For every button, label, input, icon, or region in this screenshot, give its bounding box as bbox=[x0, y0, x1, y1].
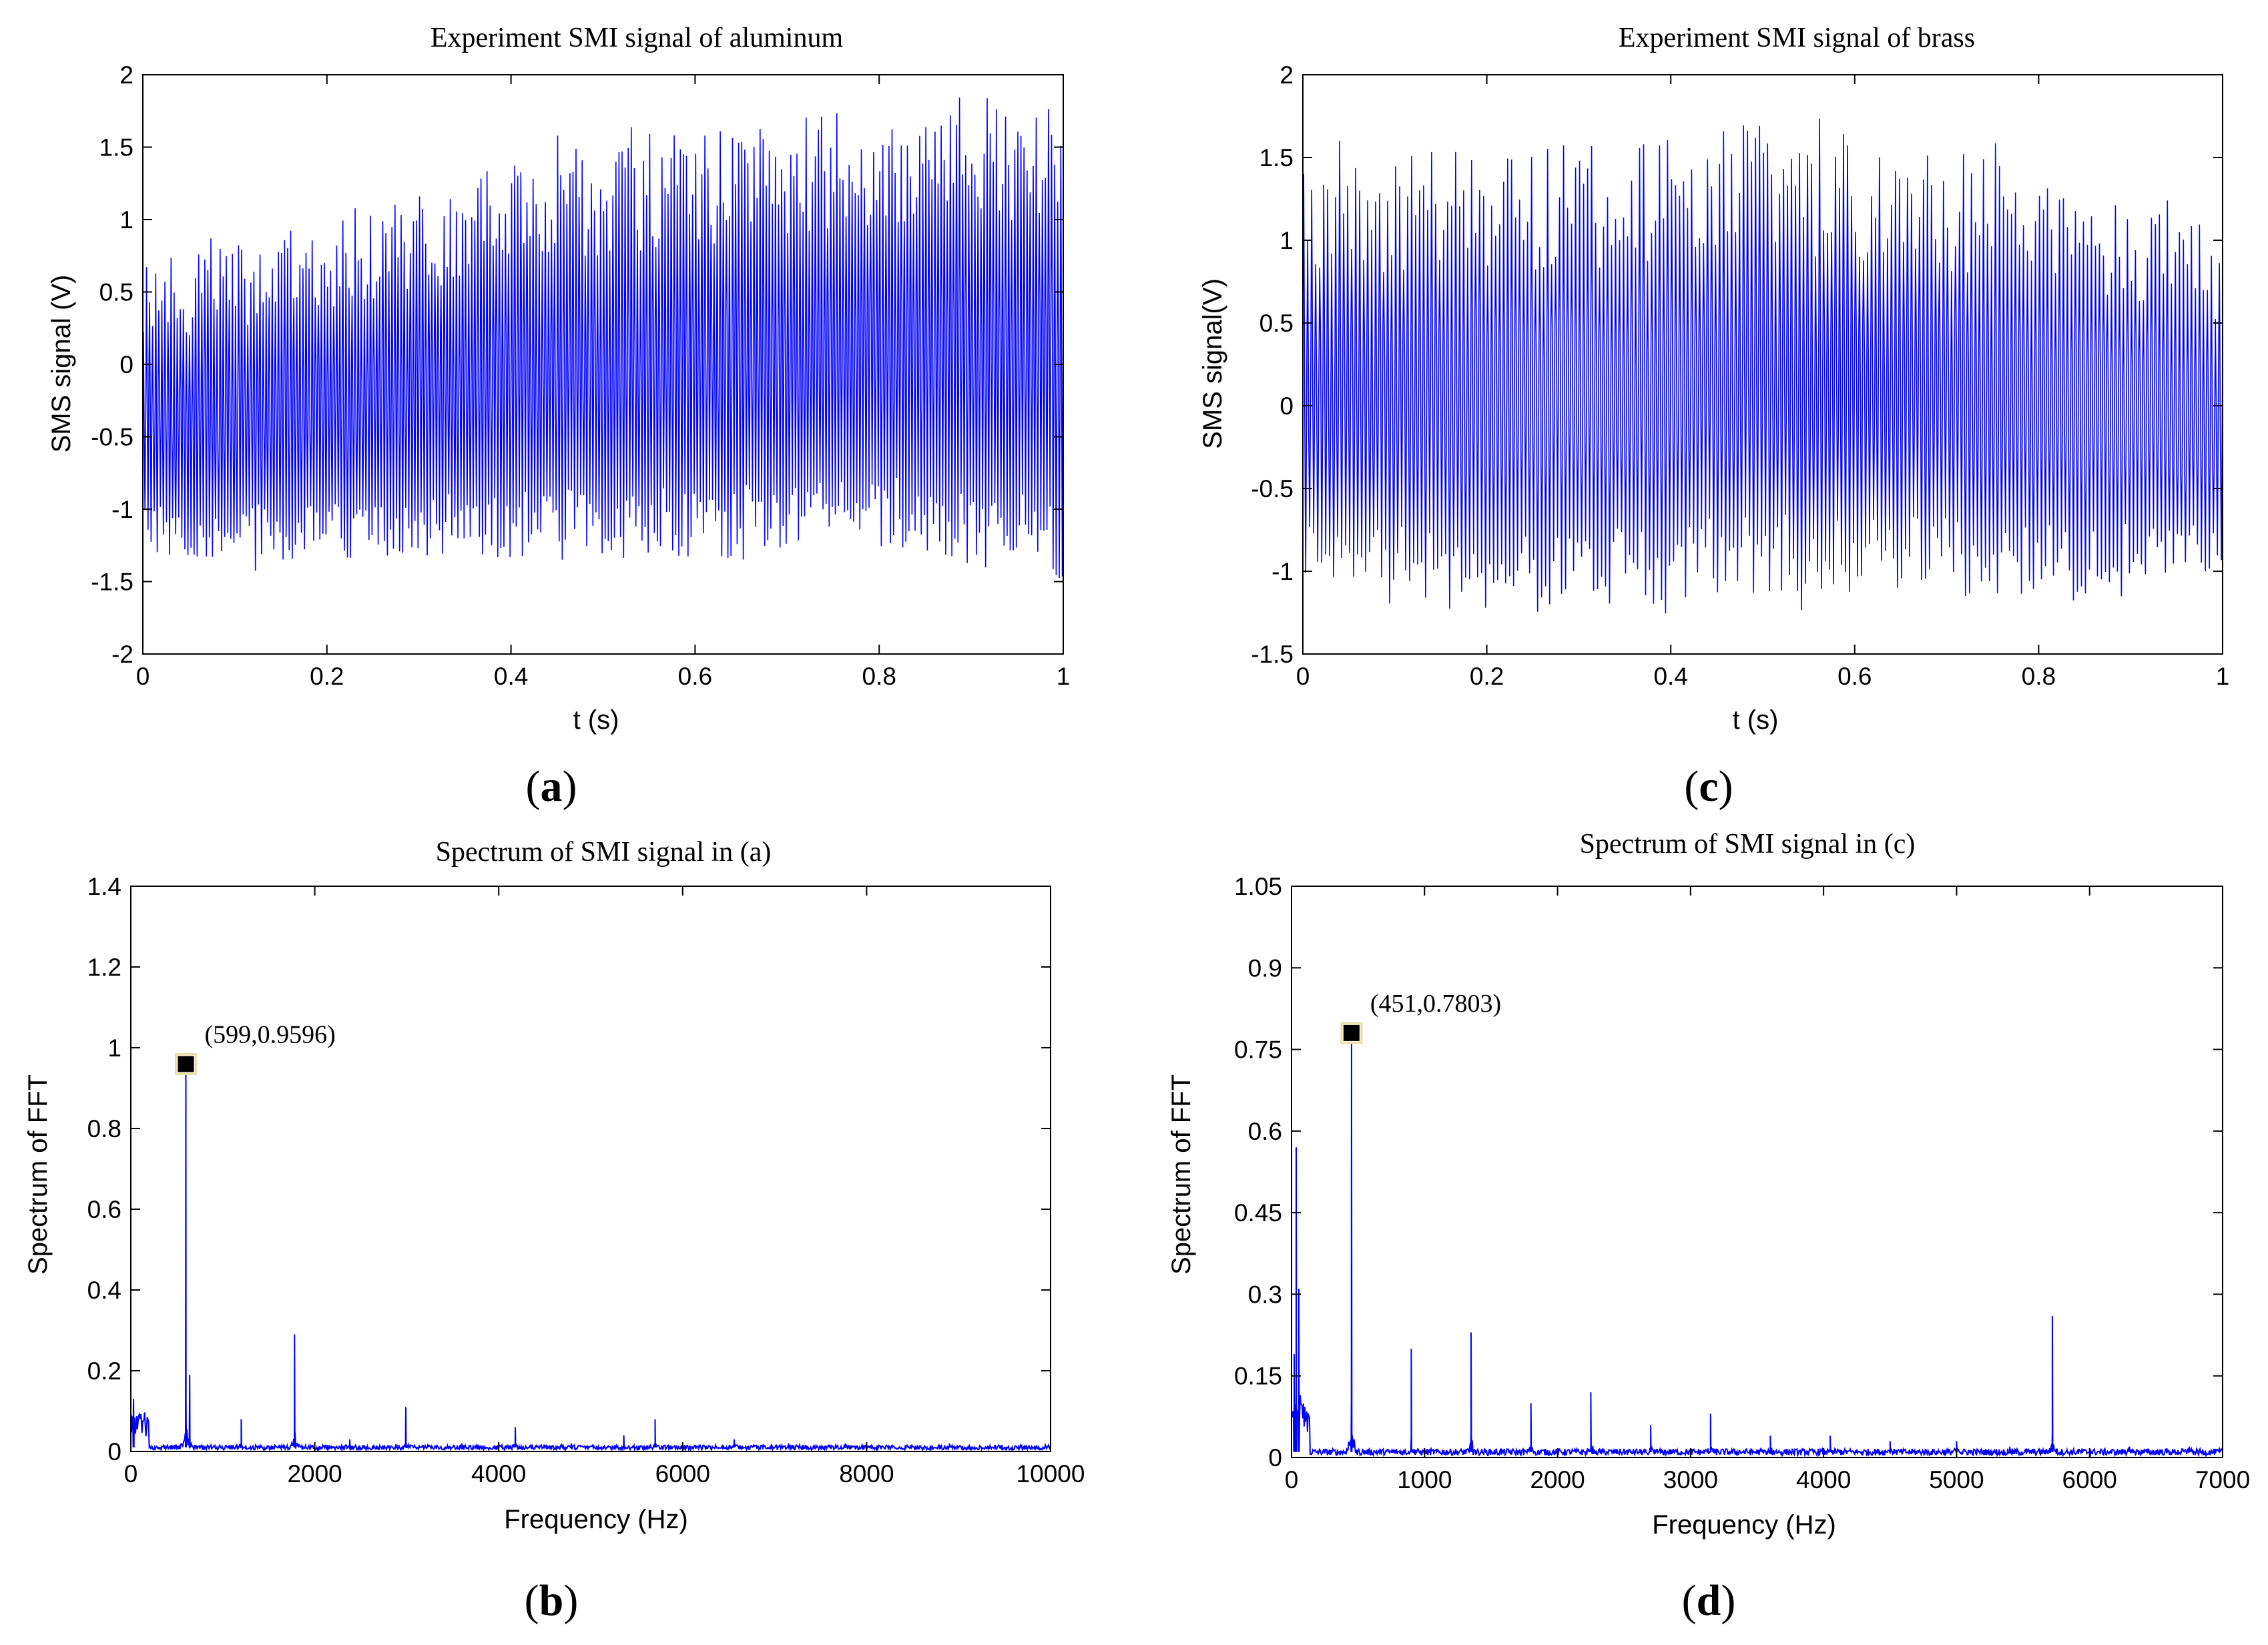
chart-c-xlabel: t (s) bbox=[1733, 705, 1779, 735]
chart-b-ytick-label: 0.6 bbox=[87, 1196, 121, 1223]
chart-b-ytick-label: 0.2 bbox=[87, 1357, 121, 1385]
chart-c-xtick-label: 0 bbox=[1296, 663, 1310, 690]
chart-a: 0 0.2 0.4 0.6 0.8 1 -2 -1.5 -1 -0.5 0 0.5 1 1.5 2 bbox=[91, 61, 1070, 690]
chart-b-xtick-label: 8000 bbox=[839, 1460, 894, 1488]
panel-label-a: (a) bbox=[526, 762, 577, 811]
chart-a-ytick-label: 1.5 bbox=[99, 134, 133, 161]
chart-d-xtick-label: 2000 bbox=[1530, 1466, 1585, 1494]
chart-c-ytick-label: 2 bbox=[1280, 61, 1294, 89]
chart-b-series-line bbox=[131, 1064, 1051, 1451]
chart-d-xtick-label: 4000 bbox=[1796, 1466, 1851, 1494]
chart-b-xtick-label: 6000 bbox=[655, 1460, 710, 1488]
chart-b-xtick-label: 4000 bbox=[471, 1460, 526, 1488]
chart-a-ytick-label: 1 bbox=[119, 206, 133, 234]
chart-layer: 0 0.2 0.4 0.6 0.8 1-2-1.5-1-0.500.511.520 0.2 0… bbox=[87, 61, 2251, 1494]
chart-c-ytick-label: 1.5 bbox=[1259, 144, 1294, 172]
chart-b-ytick-label: 0.4 bbox=[87, 1277, 121, 1304]
chart-a-xtick-label: 0.4 bbox=[494, 663, 528, 690]
chart-d-ytick-label: 0.45 bbox=[1234, 1199, 1282, 1227]
chart-d-axes-box bbox=[1291, 886, 2223, 1458]
chart-d-ytick-label: 0.75 bbox=[1234, 1036, 1282, 1064]
chart-d-ytick-label: 0.3 bbox=[1248, 1281, 1282, 1308]
chart-d: 0 1000 2000 3000 4000 5000 6000 7000 0 0.15 0.3 0.4… bbox=[1234, 873, 2250, 1494]
chart-b-ytick-label: 0.8 bbox=[87, 1115, 121, 1142]
chart-a-ytick-label: 0 bbox=[119, 351, 133, 378]
chart-c-ytick-label: -1.5 bbox=[1251, 641, 1294, 668]
chart-c-xtick-label: 0.6 bbox=[1837, 663, 1872, 690]
chart-d-series-line bbox=[1292, 1032, 2223, 1457]
chart-d-xtick-label: 0 bbox=[1285, 1466, 1299, 1494]
chart-d-xlabel: Frequency (Hz) bbox=[1652, 1510, 1836, 1540]
chart-b-axes-box bbox=[130, 886, 1051, 1452]
chart-b-ytick-label: 0 bbox=[107, 1438, 121, 1465]
chart-b-xtick-label: 0 bbox=[124, 1460, 138, 1488]
chart-a-xtick-label: 1 bbox=[1057, 663, 1071, 690]
chart-b: 0 2000 4000 6000 8000 10000 0 0.2 0.4 0.6 0.8 1 1.2 1… bbox=[87, 873, 1085, 1488]
chart-b-ytick-label: 1.4 bbox=[87, 873, 121, 900]
chart-c: 0 0.2 0.4 0.6 0.8 1 -1.5 -1 -0.5 0 0.5 1 1.5 2 bbox=[1251, 61, 2229, 690]
chart-b-datatip-label: (599,0.9596) bbox=[205, 1020, 336, 1048]
chart-d-xtick-label: 1000 bbox=[1397, 1466, 1452, 1494]
chart-d-ytick-label: 1.05 bbox=[1234, 873, 1282, 900]
chart-b-title: Spectrum of SMI signal in (a) bbox=[436, 837, 772, 868]
chart-d-xtick-label: 3000 bbox=[1663, 1466, 1718, 1494]
panel-label-c: (c) bbox=[1684, 762, 1733, 811]
chart-b-xtick-label: 10000 bbox=[1017, 1460, 1085, 1488]
chart-b-xtick-label: 2000 bbox=[287, 1460, 342, 1488]
chart-c-ytick-label: -1 bbox=[1271, 558, 1294, 585]
chart-a-xlabel: t (s) bbox=[573, 705, 619, 735]
chart-a-series-line bbox=[143, 97, 1063, 579]
chart-a-xtick-label: 0 bbox=[136, 663, 150, 690]
chart-a-title: Experiment SMI signal of aluminum bbox=[431, 23, 844, 53]
panel-label-b: (b) bbox=[525, 1576, 579, 1625]
chart-d-title: Spectrum of SMI signal in (c) bbox=[1580, 829, 1916, 860]
chart-c-xtick-label: 0.4 bbox=[1653, 663, 1687, 690]
chart-c-title: Experiment SMI signal of brass bbox=[1619, 23, 1975, 53]
panel-label-d: (d) bbox=[1682, 1576, 1736, 1625]
chart-c-ylabel: SMS signal(V) bbox=[1198, 278, 1227, 449]
chart-d-xtick-label: 7000 bbox=[2195, 1466, 2250, 1494]
chart-a-ytick-label: -2 bbox=[111, 641, 133, 668]
chart-d-xtick-label: 6000 bbox=[2062, 1466, 2117, 1494]
chart-b-ytick-label: 1.2 bbox=[87, 954, 121, 981]
chart-a-ylabel: SMS signal (V) bbox=[47, 275, 76, 453]
chart-a-ytick-label: -0.5 bbox=[91, 424, 133, 451]
chart-a-xtick-label: 0.6 bbox=[678, 663, 712, 690]
chart-c-xtick-label: 1 bbox=[2216, 663, 2230, 690]
chart-c-ytick-label: -0.5 bbox=[1251, 475, 1294, 503]
chart-d-ytick-label: 0.15 bbox=[1234, 1363, 1282, 1390]
chart-b-xlabel: Frequency (Hz) bbox=[504, 1505, 688, 1534]
chart-a-xtick-label: 0.8 bbox=[862, 663, 896, 690]
chart-a-ytick-label: 0.5 bbox=[99, 279, 133, 306]
chart-c-xtick-label: 0.2 bbox=[1470, 663, 1504, 690]
chart-b-ylabel: Spectrum of FFT bbox=[23, 1074, 53, 1275]
chart-d-ytick-label: 0.6 bbox=[1248, 1118, 1282, 1145]
chart-d-ytick-label: 0 bbox=[1268, 1444, 1282, 1471]
chart-a-ytick-label: 2 bbox=[119, 61, 133, 89]
chart-c-ytick-label: 0.5 bbox=[1259, 310, 1294, 337]
chart-b-ytick-label: 1 bbox=[107, 1034, 121, 1062]
chart-d-ytick-label: 0.9 bbox=[1248, 954, 1282, 982]
chart-c-axes-box bbox=[1302, 74, 2223, 655]
chart-a-ytick-label: -1.5 bbox=[91, 569, 133, 596]
chart-d-datatip-label: (451,0.7803) bbox=[1370, 990, 1501, 1018]
chart-d-xtick-label: 5000 bbox=[1929, 1466, 1984, 1494]
chart-b-datatip-marker bbox=[178, 1056, 194, 1072]
chart-d-ylabel: Spectrum of FFT bbox=[1167, 1074, 1196, 1275]
chart-c-xtick-label: 0.8 bbox=[2022, 663, 2056, 690]
chart-d-datatip-marker bbox=[1343, 1024, 1360, 1041]
chart-c-ytick-label: 0 bbox=[1280, 392, 1294, 420]
chart-c-series-line bbox=[1303, 118, 2223, 614]
chart-c-ytick-label: 1 bbox=[1280, 227, 1294, 254]
chart-a-xtick-label: 0.2 bbox=[310, 663, 344, 690]
chart-a-ytick-label: -1 bbox=[111, 496, 133, 523]
